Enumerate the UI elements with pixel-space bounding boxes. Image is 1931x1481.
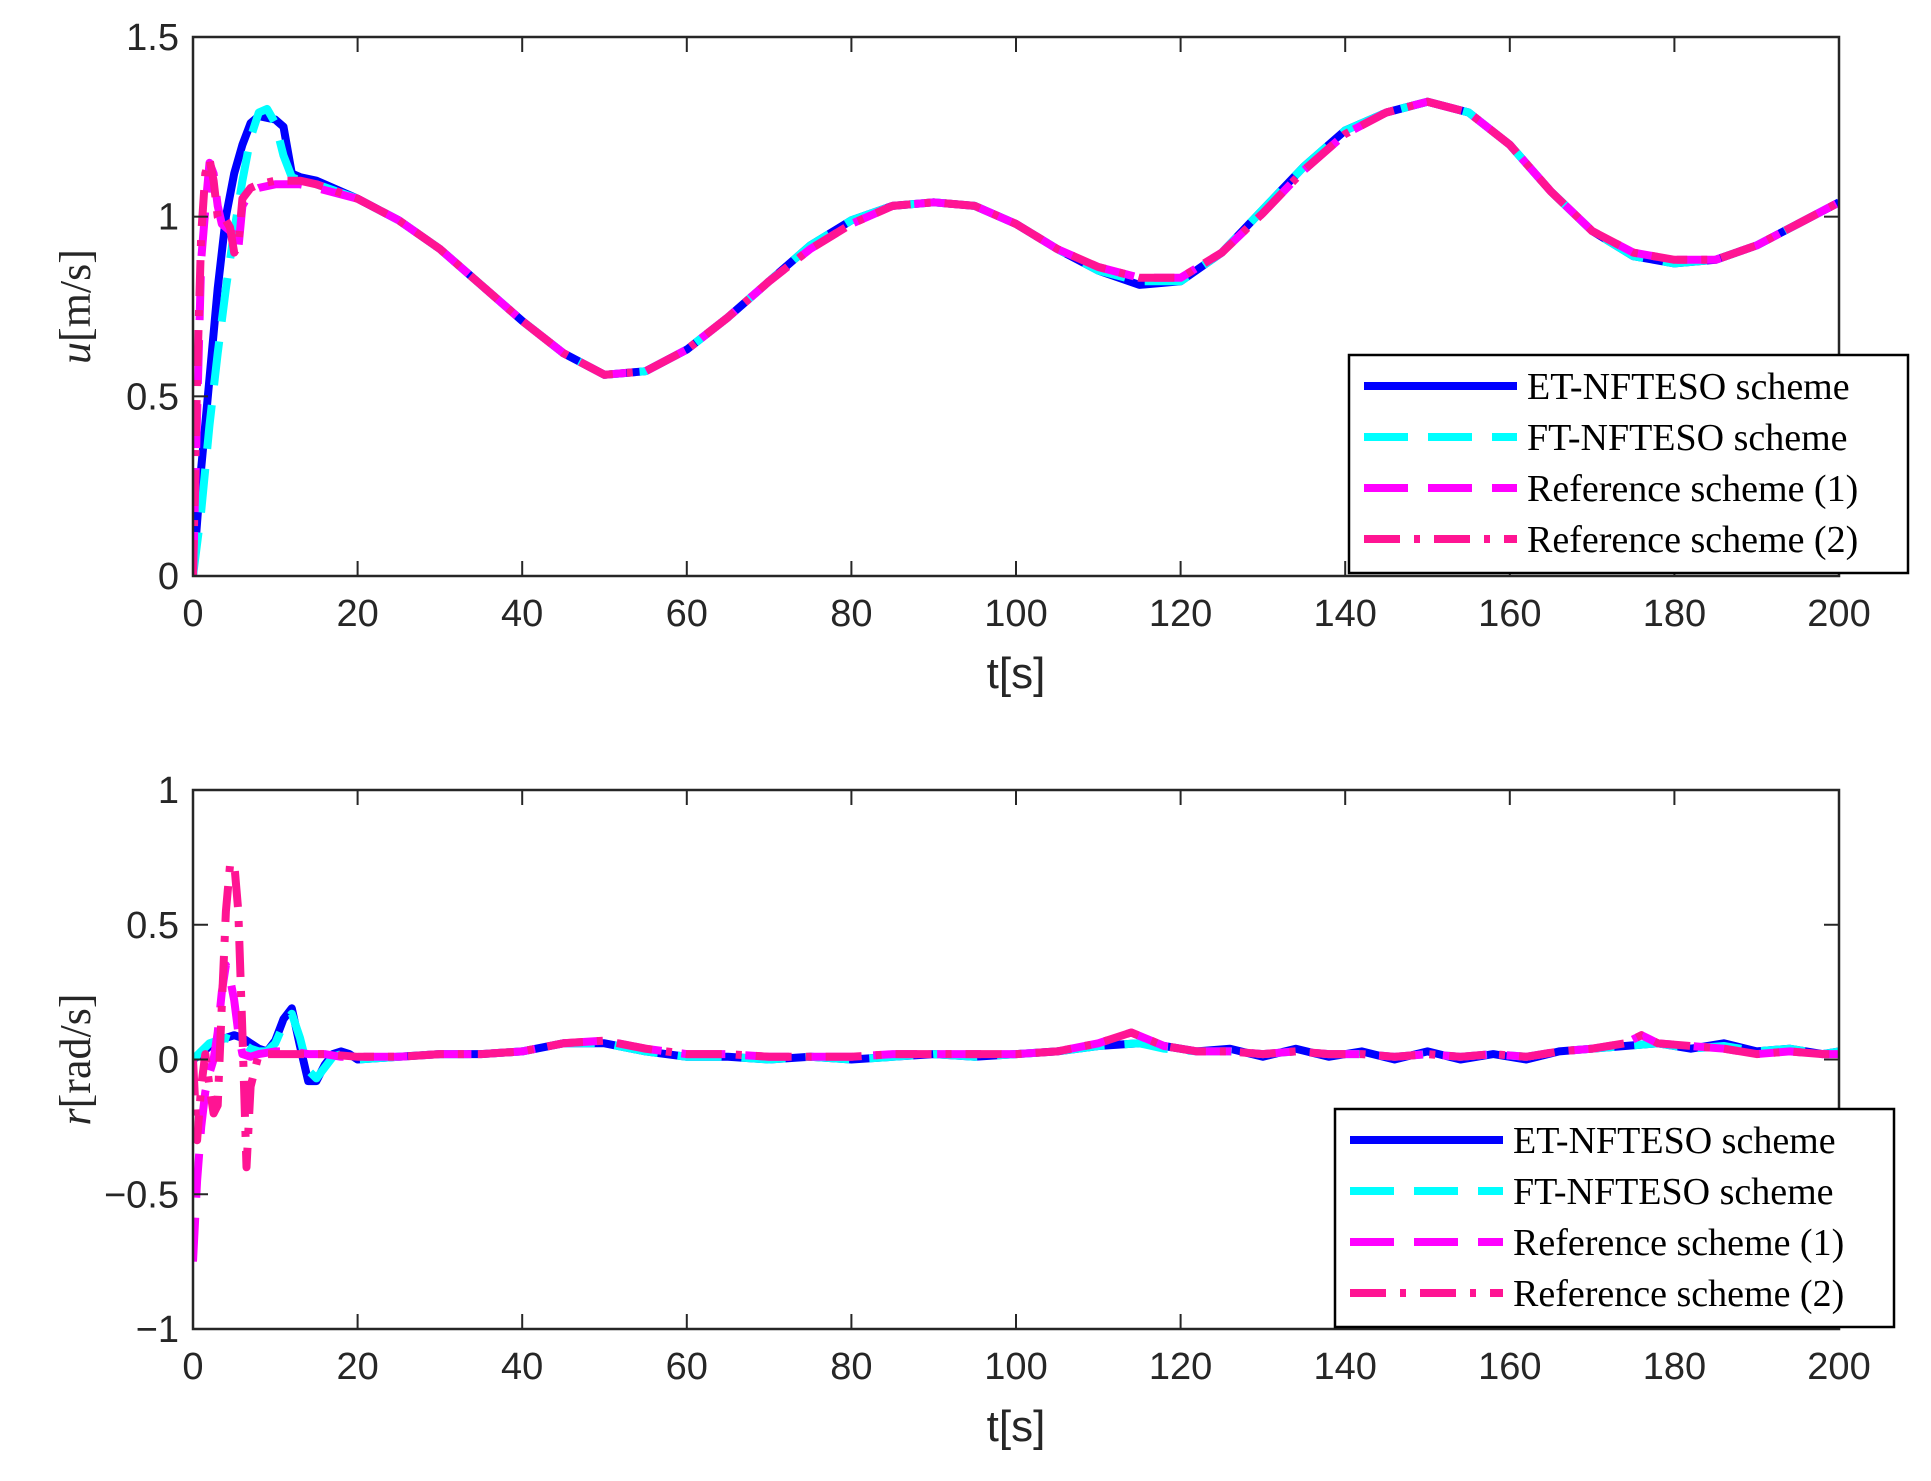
top-series-layer: [193, 97, 1839, 576]
bottom-y-tick-label: 1: [158, 770, 179, 812]
top-legend: ET-NFTESO scheme FT-NFTESO scheme Referenc…: [1347, 353, 1910, 575]
bottom-x-tick-label: 200: [1807, 1346, 1870, 1388]
top-y-axis-symbol: u: [51, 342, 100, 364]
top-legend-label-2: FT-NFTESO scheme: [1527, 417, 1848, 459]
bottom-x-tick-label: 60: [666, 1346, 708, 1388]
top-y-tick-label: 0: [158, 556, 179, 598]
bottom-y-tick-label: 0.5: [126, 905, 179, 947]
bottom-x-axis-label: t[s]: [987, 1402, 1046, 1451]
top-subplot-u: 0 20 40 60 80 100 120 140 160 180 200 0 0.5 1 1.5 t[s]…: [51, 17, 1910, 698]
bottom-y-tick-label: 0: [158, 1040, 179, 1082]
top-x-tick-label: 60: [666, 593, 708, 635]
top-y-axis-unit: [m/s]: [51, 249, 100, 342]
bottom-legend-label-2: FT-NFTESO scheme: [1513, 1171, 1834, 1213]
bottom-x-tick-label: 100: [984, 1346, 1047, 1388]
top-x-axis-label: t[s]: [987, 649, 1046, 698]
bottom-series-layer: [193, 858, 1839, 1262]
bottom-subplot-r: 0 20 40 60 80 100 120 140 160 180 200 −1 −0.5 0 0.5 1 t…: [51, 770, 1896, 1451]
bottom-y-tick-label: −0.5: [104, 1174, 179, 1216]
top-x-tick-label: 180: [1643, 593, 1706, 635]
bottom-x-tick-label: 180: [1643, 1346, 1706, 1388]
bottom-x-tick-label: 80: [830, 1346, 872, 1388]
bottom-y-axis-label: r[rad/s]: [51, 994, 100, 1126]
bottom-x-tick-label: 20: [336, 1346, 378, 1388]
top-y-tick-label: 0.5: [126, 376, 179, 418]
top-x-tick-label: 100: [984, 593, 1047, 635]
bottom-y-tick-label: −1: [136, 1309, 179, 1351]
top-y-tick-label: 1.5: [126, 17, 179, 59]
bottom-series-4-line: [193, 858, 1839, 1172]
bottom-x-tick-label: 40: [501, 1346, 543, 1388]
top-x-tick-label: 0: [182, 593, 203, 635]
bottom-y-axis-symbol: r: [51, 1107, 100, 1125]
top-x-tick-label: 200: [1807, 593, 1870, 635]
bottom-legend-label-1: ET-NFTESO scheme: [1513, 1120, 1836, 1162]
top-y-tick-label: 1: [158, 197, 179, 239]
top-series-4-line: [193, 97, 1839, 576]
bottom-ticks: 0 20 40 60 80 100 120 140 160 180 200 −1 −0.5 0 0.5 1: [104, 770, 1871, 1388]
bottom-legend: ET-NFTESO scheme FT-NFTESO scheme Referenc…: [1333, 1107, 1896, 1329]
top-x-tick-label: 20: [336, 593, 378, 635]
bottom-x-tick-label: 0: [182, 1346, 203, 1388]
top-legend-label-1: ET-NFTESO scheme: [1527, 366, 1850, 408]
bottom-legend-label-4: Reference scheme (2): [1513, 1273, 1844, 1315]
bottom-legend-label-3: Reference scheme (1): [1513, 1222, 1844, 1264]
bottom-x-tick-label: 120: [1149, 1346, 1212, 1388]
top-legend-label-4: Reference scheme (2): [1527, 519, 1858, 561]
top-x-tick-label: 40: [501, 593, 543, 635]
top-x-tick-label: 160: [1478, 593, 1541, 635]
top-x-tick-label: 80: [830, 593, 872, 635]
bottom-x-tick-label: 140: [1313, 1346, 1376, 1388]
top-ticks: 0 20 40 60 80 100 120 140 160 180 200 0 0.5 1 1.5: [126, 17, 1871, 635]
top-legend-label-3: Reference scheme (1): [1527, 468, 1858, 510]
top-x-tick-label: 120: [1149, 593, 1212, 635]
top-x-tick-label: 140: [1313, 593, 1376, 635]
top-y-axis-label: u[m/s]: [51, 249, 100, 364]
bottom-x-tick-label: 160: [1478, 1346, 1541, 1388]
bottom-y-axis-unit: [rad/s]: [51, 994, 100, 1109]
